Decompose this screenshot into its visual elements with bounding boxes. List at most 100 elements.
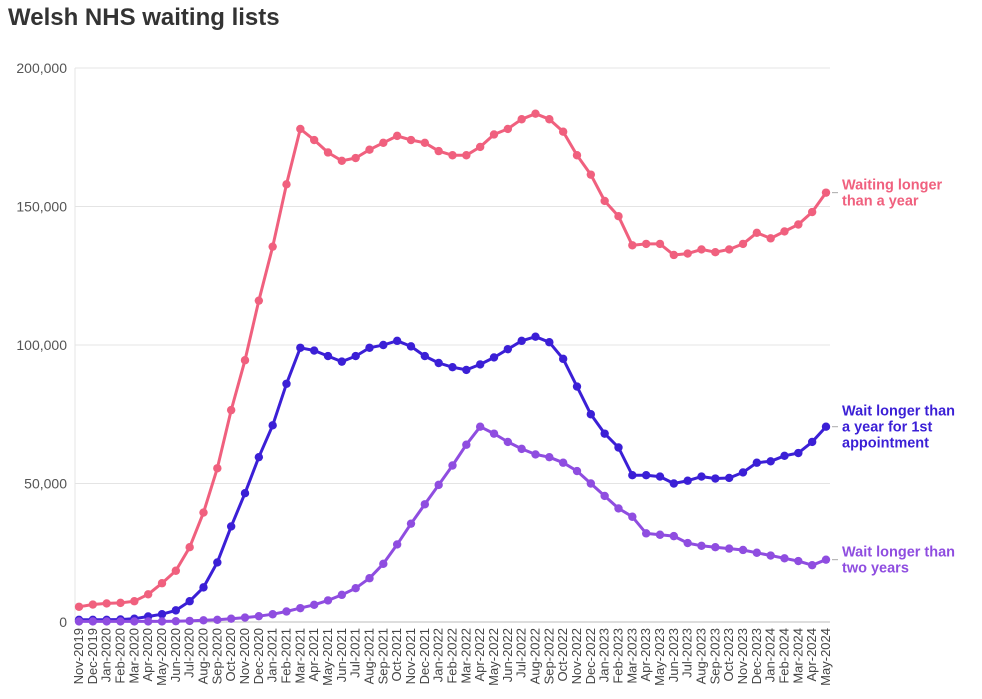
data-point — [157, 579, 167, 588]
data-point — [199, 616, 208, 625]
data-point — [807, 437, 817, 447]
x-tick-label: Jan-2023 — [597, 628, 612, 682]
data-point — [489, 130, 499, 139]
series-label: than a year — [842, 194, 919, 210]
data-point — [669, 479, 679, 488]
y-tick-label: 150,000 — [16, 199, 67, 215]
data-point — [655, 472, 665, 481]
data-point — [531, 332, 540, 341]
data-point — [462, 365, 471, 375]
data-point — [655, 239, 665, 249]
x-tick-label: May-2023 — [652, 628, 667, 686]
y-tick-label: 100,000 — [16, 337, 67, 353]
data-point — [379, 138, 388, 147]
data-point — [558, 354, 568, 364]
data-point — [309, 135, 319, 145]
x-tick-label: Sep-2023 — [707, 628, 722, 684]
data-point — [697, 245, 706, 254]
series-label: Wait longer than — [842, 545, 955, 561]
data-point — [254, 452, 264, 462]
x-tick-label: Sep-2021 — [375, 628, 390, 684]
data-point — [392, 336, 402, 346]
data-point — [143, 617, 153, 626]
data-point — [213, 558, 222, 567]
x-tick-label: Apr-2023 — [638, 628, 653, 681]
data-point — [614, 504, 623, 513]
x-tick-label: Aug-2021 — [362, 628, 377, 684]
x-tick-label: Jul-2021 — [348, 628, 363, 678]
data-point — [282, 607, 291, 616]
series-label: Waiting longer — [842, 178, 943, 194]
data-point — [365, 343, 374, 352]
x-tick-label: Dec-2020 — [251, 628, 266, 684]
data-point — [130, 617, 139, 626]
x-tick-label: May-2021 — [320, 628, 335, 686]
data-point — [572, 466, 582, 476]
data-point — [780, 554, 789, 563]
x-tick-label: Jun-2023 — [666, 628, 681, 682]
data-point — [794, 556, 803, 566]
data-point — [420, 351, 430, 361]
data-point — [379, 559, 388, 569]
data-point — [323, 596, 333, 605]
data-point — [669, 250, 679, 260]
data-point — [434, 146, 443, 156]
data-point — [268, 421, 277, 430]
x-tick-label: Mar-2024 — [790, 628, 805, 684]
x-tick-label: Mar-2022 — [458, 628, 473, 684]
data-point — [558, 458, 568, 467]
data-point — [683, 249, 692, 258]
data-point — [752, 548, 762, 557]
chart-title: Welsh NHS waiting lists — [8, 4, 280, 31]
data-point — [337, 590, 347, 600]
x-tick-label: Dec-2019 — [85, 628, 100, 684]
data-point — [531, 109, 540, 118]
data-point — [323, 351, 333, 361]
x-tick-label: Feb-2022 — [445, 628, 460, 684]
data-point — [282, 180, 291, 189]
data-point — [794, 448, 803, 458]
data-point — [462, 440, 471, 449]
data-point — [171, 616, 181, 626]
data-point — [102, 617, 111, 626]
data-point — [628, 470, 637, 480]
x-tick-label: Aug-2020 — [196, 628, 211, 684]
data-point — [406, 519, 416, 528]
series-label: a year for 1st — [842, 420, 932, 436]
data-point — [226, 614, 236, 623]
data-point — [337, 156, 347, 165]
data-point — [711, 474, 720, 483]
data-point — [711, 543, 720, 552]
data-point — [157, 617, 167, 626]
data-point — [226, 522, 236, 531]
data-point — [143, 590, 153, 599]
axes: 050,000100,000150,000200,000Nov-2019Dec-… — [16, 60, 833, 686]
data-point — [600, 196, 609, 206]
data-point — [434, 480, 443, 490]
data-point — [545, 115, 554, 124]
y-tick-label: 0 — [59, 614, 67, 630]
series-label: Wait longer than — [842, 404, 955, 420]
data-point — [738, 468, 748, 477]
data-point — [116, 598, 125, 608]
data-point — [282, 379, 291, 388]
x-tick-label: Nov-2020 — [237, 628, 252, 684]
x-tick-label: Oct-2020 — [223, 628, 238, 681]
data-point — [254, 296, 264, 305]
data-point — [268, 610, 277, 619]
data-point — [88, 617, 98, 626]
data-point — [669, 531, 679, 541]
data-point — [752, 458, 762, 467]
data-point — [309, 600, 319, 610]
data-point — [157, 610, 167, 619]
x-tick-label: May-2024 — [818, 628, 833, 686]
x-tick-label: Aug-2022 — [528, 628, 543, 684]
data-point — [628, 241, 637, 250]
data-point — [199, 583, 208, 592]
data-point — [600, 491, 609, 501]
data-point — [185, 597, 194, 606]
y-tick-label: 50,000 — [24, 476, 67, 492]
data-point — [351, 351, 360, 361]
data-point — [240, 356, 250, 365]
